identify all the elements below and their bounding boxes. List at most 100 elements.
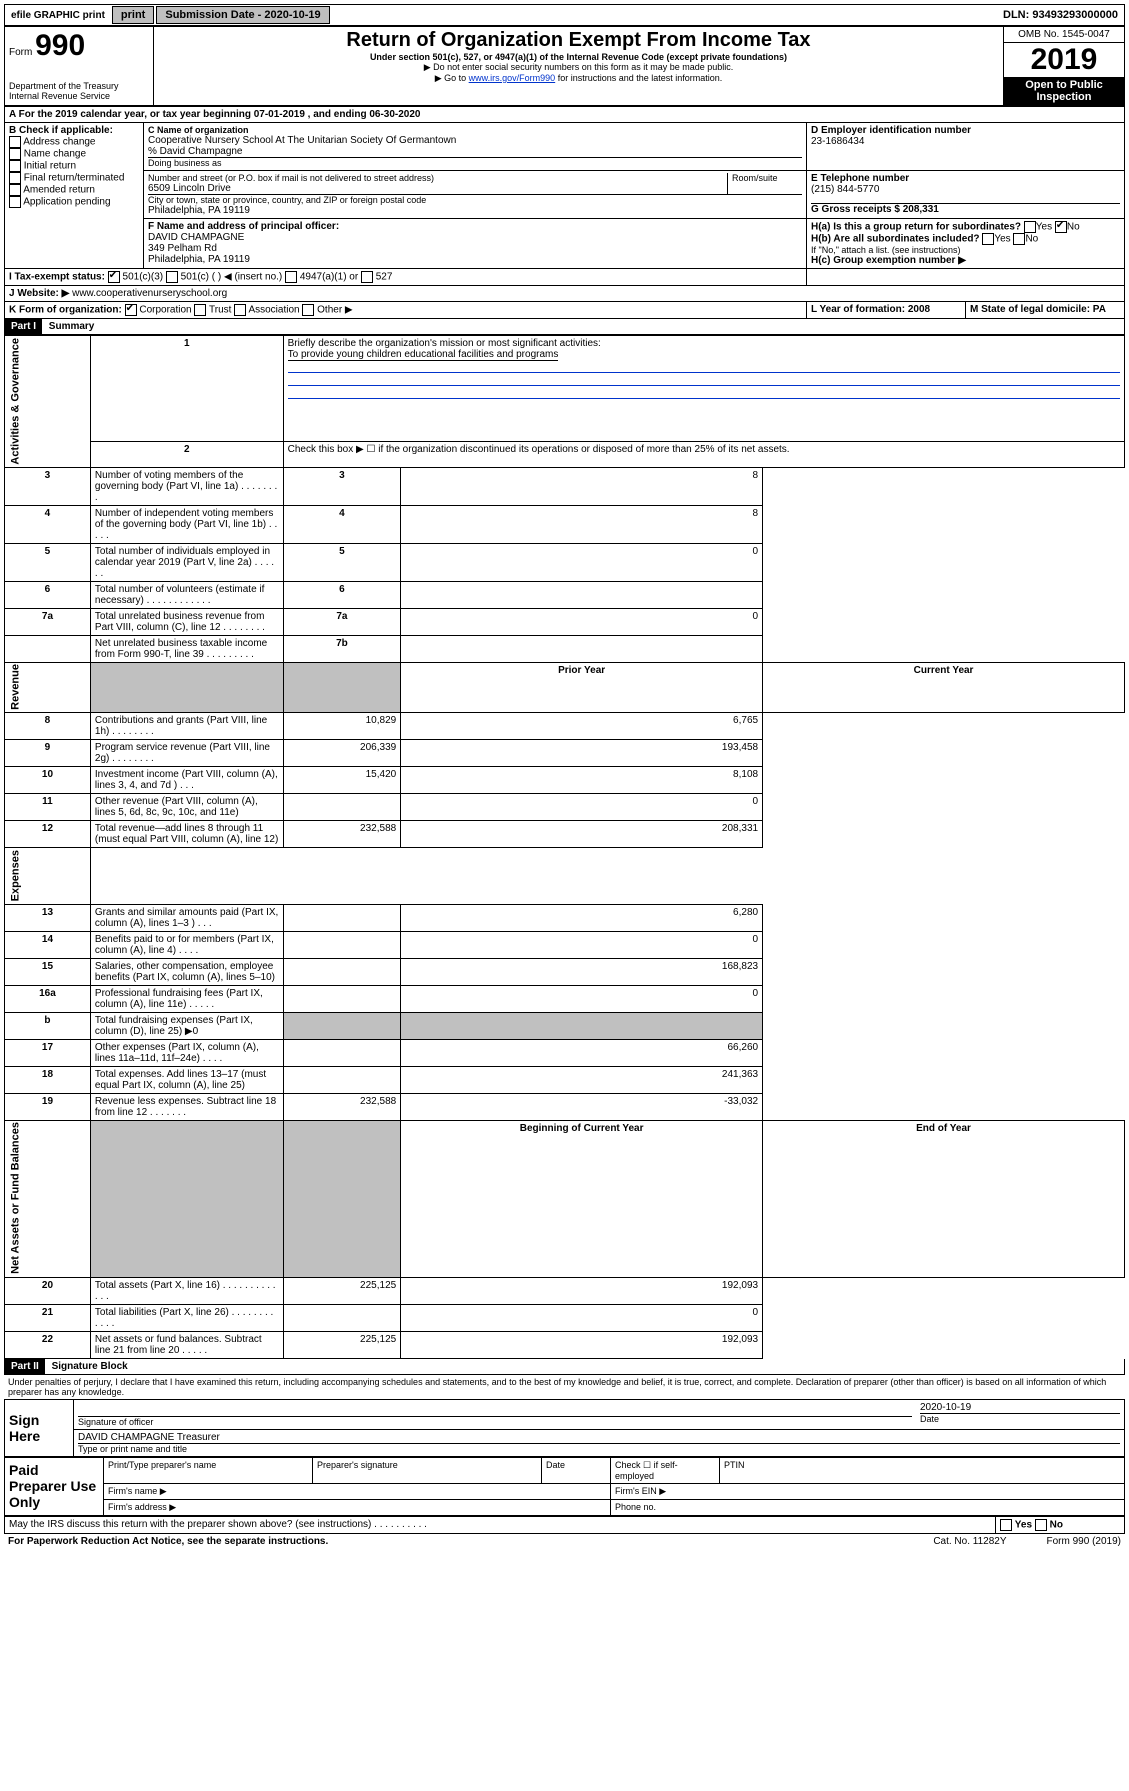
g-label: G Gross receipts $ 208,331: [811, 203, 1120, 215]
paid-preparer-label: Paid Preparer Use Only: [5, 1457, 104, 1515]
form-header: Form 990 Department of the Treasury Inte…: [4, 26, 1125, 106]
gov-row: 7aTotal unrelated business revenue from …: [5, 608, 1125, 635]
omb-number: OMB No. 1545-0047: [1004, 27, 1124, 43]
side-net: Net Assets or Fund Balances: [5, 1120, 91, 1277]
exp-row: 13Grants and similar amounts paid (Part …: [5, 904, 1125, 931]
submission-date-button[interactable]: Submission Date - 2020-10-19: [156, 6, 329, 24]
sign-here-label: Sign Here: [5, 1399, 74, 1456]
rev-row: 11Other revenue (Part VIII, column (A), …: [5, 794, 1125, 821]
rev-row: 10Investment income (Part VIII, column (…: [5, 767, 1125, 794]
discuss-yes-checkbox[interactable]: [1000, 1519, 1012, 1531]
hb-no-checkbox[interactable]: [1013, 233, 1025, 245]
b-checkbox[interactable]: [9, 136, 21, 148]
sig-officer-label: Signature of officer: [78, 1416, 912, 1427]
b-checkbox[interactable]: [9, 172, 21, 184]
c-label: C Name of organization: [148, 125, 802, 135]
ha-yes-checkbox[interactable]: [1024, 221, 1036, 233]
side-expenses: Expenses: [5, 848, 91, 904]
b-option: Initial return: [9, 160, 139, 172]
ha-row: H(a) Is this a group return for subordin…: [811, 221, 1120, 233]
discuss-no-checkbox[interactable]: [1035, 1519, 1047, 1531]
prep-sig-label: Preparer's signature: [313, 1457, 542, 1483]
i-label: I Tax-exempt status:: [9, 272, 105, 283]
k-corp-checkbox[interactable]: [125, 304, 137, 316]
room-label: Room/suite: [727, 173, 802, 194]
i-527-checkbox[interactable]: [361, 271, 373, 283]
sig-name-value: DAVID CHAMPAGNE Treasurer: [78, 1432, 1120, 1444]
phone-label: Phone no.: [611, 1499, 1125, 1515]
col-current: Current Year: [763, 662, 1125, 713]
b-option: Application pending: [9, 196, 139, 208]
b-checkbox[interactable]: [9, 148, 21, 160]
prep-name-label: Print/Type preparer's name: [104, 1457, 313, 1483]
prep-check-label: Check ☐ if self-employed: [611, 1457, 720, 1483]
irs-link[interactable]: www.irs.gov/Form990: [469, 73, 556, 83]
efile-label: efile GRAPHIC print: [5, 8, 111, 23]
hc-label: H(c) Group exemption number ▶: [811, 255, 1120, 266]
tax-year: 2019: [1004, 43, 1124, 77]
preparer-table: Paid Preparer Use Only Print/Type prepar…: [4, 1457, 1125, 1516]
date-label: Date: [920, 1413, 1120, 1424]
col-begin: Beginning of Current Year: [401, 1120, 763, 1277]
discuss-text: May the IRS discuss this return with the…: [5, 1516, 996, 1533]
open-inspection: Open to Public Inspection: [1004, 77, 1124, 105]
i-501c3-checkbox[interactable]: [108, 271, 120, 283]
form-label: Form: [9, 47, 32, 58]
exp-row: 18Total expenses. Add lines 13–17 (must …: [5, 1066, 1125, 1093]
form-title: Return of Organization Exempt From Incom…: [158, 29, 999, 52]
footer-form: Form 990 (2019): [1047, 1536, 1121, 1547]
col-end: End of Year: [763, 1120, 1125, 1277]
gov-row: Net unrelated business taxable income fr…: [5, 635, 1125, 662]
k-label: K Form of organization:: [9, 305, 122, 316]
k-other-checkbox[interactable]: [302, 304, 314, 316]
exp-row: 16aProfessional fundraising fees (Part I…: [5, 985, 1125, 1012]
col-prior: Prior Year: [401, 662, 763, 713]
street-address: 6509 Lincoln Drive: [148, 183, 727, 194]
k-assoc-checkbox[interactable]: [234, 304, 246, 316]
officer-name: DAVID CHAMPAGNE: [148, 232, 802, 243]
entity-info: A For the 2019 calendar year, or tax yea…: [4, 106, 1125, 319]
rev-row: 9Program service revenue (Part VIII, lin…: [5, 740, 1125, 767]
b-checkbox[interactable]: [9, 160, 21, 172]
k-trust-checkbox[interactable]: [194, 304, 206, 316]
q1-text: Briefly describe the organization's miss…: [288, 338, 601, 349]
hb-row: H(b) Are all subordinates included? Yes …: [811, 233, 1120, 245]
dba-label: Doing business as: [148, 158, 802, 168]
city-label: City or town, state or province, country…: [148, 194, 802, 205]
side-governance: Activities & Governance: [5, 336, 91, 468]
sig-name-label: Type or print name and title: [78, 1444, 1120, 1454]
phone-value: (215) 844-5770: [811, 184, 1120, 195]
hb-yes-checkbox[interactable]: [982, 233, 994, 245]
note-1: ▶ Do not enter social security numbers o…: [158, 62, 999, 73]
q2-text: Check this box ▶ ☐ if the organization d…: [283, 441, 1124, 467]
exp-row: bTotal fundraising expenses (Part IX, co…: [5, 1012, 1125, 1039]
b-checkbox[interactable]: [9, 184, 21, 196]
part1-title: Summary: [45, 321, 95, 332]
j-label: J Website: ▶: [9, 288, 69, 299]
addr-label: Number and street (or P.O. box if mail i…: [148, 173, 727, 183]
part1-header: Part I: [5, 319, 42, 334]
b-option: Name change: [9, 148, 139, 160]
net-row: 20Total assets (Part X, line 16) . . . .…: [5, 1277, 1125, 1304]
gov-row: 5Total number of individuals employed in…: [5, 543, 1125, 581]
i-501c-checkbox[interactable]: [166, 271, 178, 283]
b-label: B Check if applicable:: [9, 125, 139, 136]
city-value: Philadelphia, PA 19119: [148, 205, 802, 216]
l-label: L Year of formation: 2008: [807, 302, 966, 319]
officer-addr1: 349 Pelham Rd: [148, 243, 802, 254]
ha-no-checkbox[interactable]: [1055, 221, 1067, 233]
firm-ein-label: Firm's EIN ▶: [611, 1483, 1125, 1499]
gov-row: 4Number of independent voting members of…: [5, 505, 1125, 543]
care-of: % David Champagne: [148, 146, 802, 158]
i-4947-checkbox[interactable]: [285, 271, 297, 283]
b-option: Final return/terminated: [9, 172, 139, 184]
dept-label: Department of the Treasury Internal Reve…: [9, 81, 149, 101]
b-checkbox[interactable]: [9, 196, 21, 208]
form-subtitle: Under section 501(c), 527, or 4947(a)(1)…: [158, 52, 999, 62]
print-button[interactable]: print: [112, 6, 154, 24]
part2-header: Part II: [5, 1359, 45, 1374]
exp-row: 19Revenue less expenses. Subtract line 1…: [5, 1093, 1125, 1120]
sig-date-value: 2020-10-19: [920, 1402, 1120, 1413]
ein-value: 23-1686434: [811, 136, 1120, 147]
gov-row: 3Number of voting members of the governi…: [5, 467, 1125, 505]
